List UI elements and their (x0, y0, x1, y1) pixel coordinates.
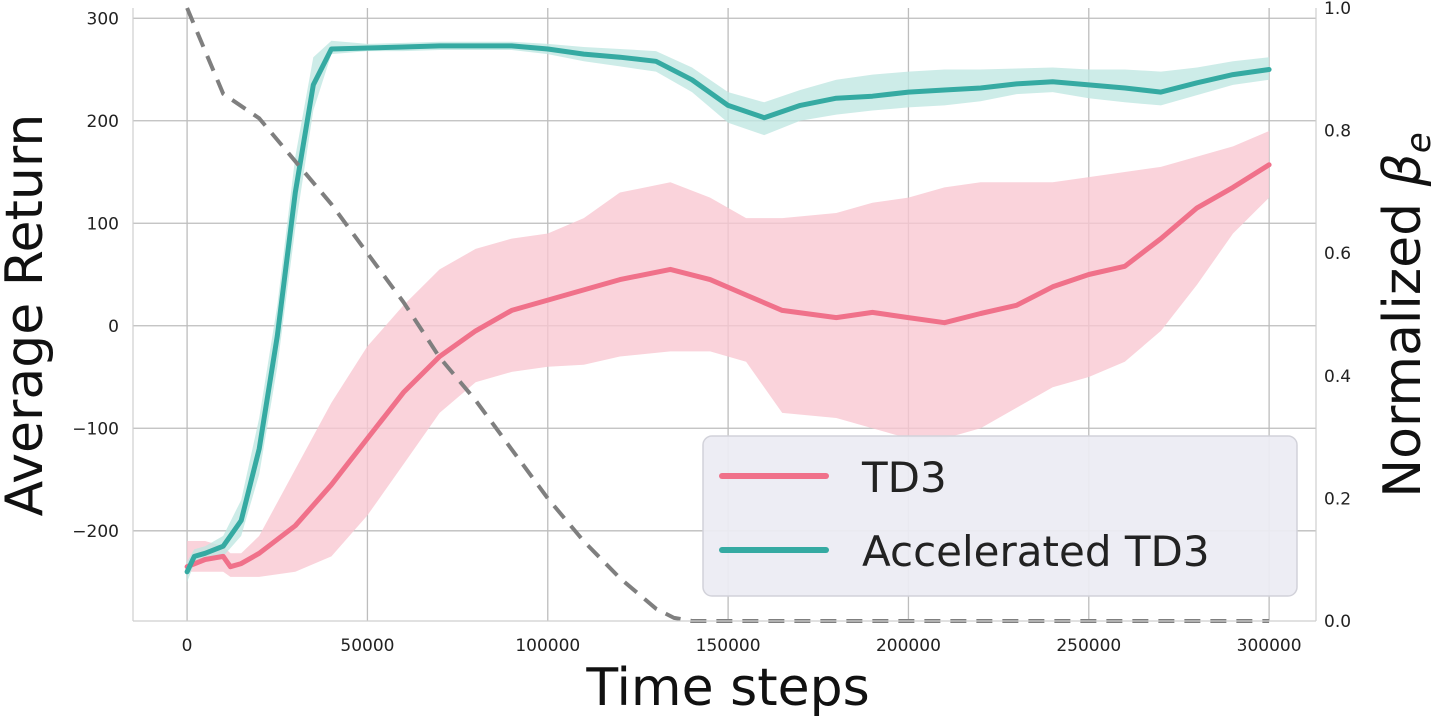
right-axis-label-subscript: e (1399, 132, 1439, 153)
legend-label-accelerated-td3: Accelerated TD3 (862, 527, 1210, 576)
y-axis-ticks: −200 −100 0 100 200 300 (72, 9, 119, 542)
y-tick-label: −200 (72, 522, 119, 542)
right-tick-label: 0.0 (1324, 612, 1351, 632)
beta-dashed-line (185, 7, 1270, 623)
legend-box (702, 435, 1298, 597)
x-tick-label: 200000 (876, 636, 941, 656)
right-axis-label-text: Normalized (1373, 186, 1433, 497)
series-lines (184, 7, 1272, 623)
right-tick-label: 0.2 (1324, 489, 1351, 509)
x-tick-label: 0 (182, 636, 193, 656)
right-tick-label: 0.6 (1324, 244, 1351, 264)
right-tick-label: 0.4 (1324, 367, 1351, 387)
legend-label-td3: TD3 (861, 453, 947, 502)
x-tick-label: 50000 (340, 636, 394, 656)
line-series-0 (184, 162, 1272, 570)
x-tick-label: 250000 (1056, 636, 1121, 656)
y-tick-label: 100 (87, 214, 119, 234)
line-series-1 (184, 43, 1272, 575)
x-axis-label: Time steps (585, 658, 869, 718)
y-axis-label: Average Return (0, 114, 55, 517)
right-axis-ticks: 0.0 0.2 0.4 0.6 0.8 1.0 (1324, 0, 1351, 632)
x-tick-label: 150000 (696, 636, 761, 656)
legend: TD3 Accelerated TD3 (702, 435, 1298, 597)
right-axis-label-symbol: β (1373, 153, 1433, 187)
band-series-0 (187, 131, 1270, 577)
right-axis-label: Normalized βe (1373, 132, 1439, 498)
x-tick-label: 100000 (515, 636, 580, 656)
confidence-bands (187, 40, 1270, 583)
y-tick-label: 0 (108, 317, 119, 337)
x-tick-label: 300000 (1237, 636, 1302, 656)
band-series-1 (187, 40, 1270, 583)
y-tick-label: 300 (87, 9, 119, 29)
axis-spines (132, 8, 1317, 622)
x-axis-ticks: 0 50000 100000 150000 200000 250000 300000 (182, 636, 1302, 656)
right-tick-label: 1.0 (1324, 0, 1351, 19)
y-tick-label: 200 (87, 112, 119, 132)
right-tick-label: 0.8 (1324, 122, 1351, 142)
y-tick-label: −100 (72, 419, 119, 439)
